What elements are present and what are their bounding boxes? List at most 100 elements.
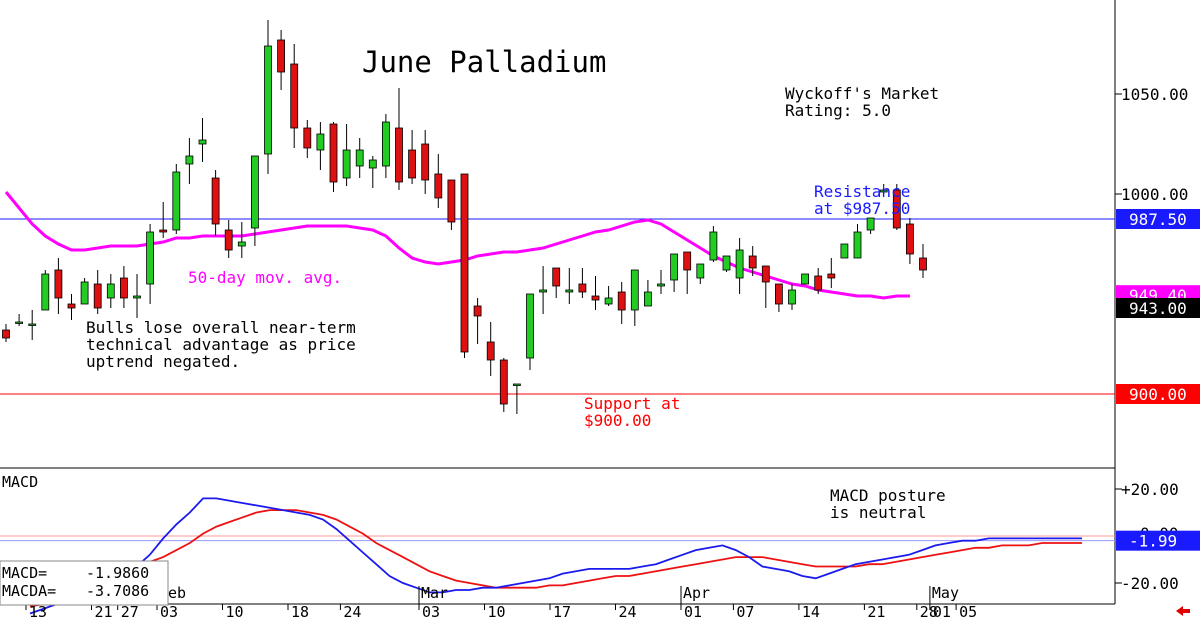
resistance-label-2: at $987.50 xyxy=(814,199,910,218)
candle-body xyxy=(827,273,836,279)
date-tick-label: 03 xyxy=(160,603,178,618)
ma-label: 50-day mov. avg. xyxy=(188,268,342,287)
candle-body xyxy=(28,323,37,326)
candle-body xyxy=(499,359,508,405)
date-tick-label: 10 xyxy=(488,603,506,618)
candle-body xyxy=(735,249,744,279)
chart-title: June Palladium xyxy=(362,45,606,79)
candle-body xyxy=(788,289,796,305)
date-tick-label: 24 xyxy=(619,603,637,618)
candle-body xyxy=(892,189,901,229)
candle-body xyxy=(54,269,63,299)
resistance-badge xyxy=(1116,209,1200,229)
candle-body xyxy=(539,289,547,293)
macd-signal-line xyxy=(29,509,1082,608)
candle-body xyxy=(146,231,155,285)
candle-body xyxy=(15,321,24,324)
candle-body xyxy=(526,293,534,359)
candle-body xyxy=(290,63,299,129)
bulls-note-1: Bulls lose overall near-term xyxy=(86,318,356,337)
month-tick-label: May xyxy=(932,584,959,602)
candle-body xyxy=(565,289,574,293)
candle-body xyxy=(617,291,626,311)
candle-body xyxy=(408,149,417,179)
month-tick-label: Apr xyxy=(683,584,710,602)
bulls-note-2: technical advantage as price xyxy=(86,335,356,354)
candle-body xyxy=(329,123,338,183)
date-tick-label: 24 xyxy=(343,603,361,618)
candle-body xyxy=(578,283,587,293)
candle-body xyxy=(395,127,403,183)
candle-body xyxy=(316,133,325,151)
candle-body xyxy=(447,179,456,223)
candle-body xyxy=(41,273,50,311)
candle-body xyxy=(133,295,141,299)
resistance-label-1: Resistance xyxy=(814,182,910,201)
support-badge-label: 900.00 xyxy=(1129,385,1187,404)
macd-line xyxy=(29,497,1082,615)
candle-body xyxy=(159,229,168,233)
candle-body xyxy=(434,173,443,199)
scroll-left-arrow-icon[interactable] xyxy=(1176,606,1190,616)
date-tick-label: 01 xyxy=(933,603,951,618)
date-tick-label: 21 xyxy=(95,603,113,618)
macda-readout-label: MACDA= xyxy=(2,582,56,600)
candle-body xyxy=(93,283,102,309)
candle-body xyxy=(696,263,705,279)
candle-body xyxy=(552,267,561,287)
macd-posture-1: MACD posture xyxy=(830,486,946,505)
bulls-note-3: uptrend negated. xyxy=(86,352,240,371)
candle-body xyxy=(473,305,482,317)
date-tick-label: 27 xyxy=(121,603,139,618)
last-price-badge-label: 943.00 xyxy=(1129,299,1187,318)
candle-body xyxy=(355,149,364,167)
macda-readout-value: -3.7086 xyxy=(86,582,149,600)
moving-average-line xyxy=(4,191,910,300)
macd-readout-box xyxy=(0,560,169,606)
candle-body xyxy=(604,297,613,305)
support-badge xyxy=(1116,384,1200,404)
candle-body xyxy=(866,217,875,231)
candle-body xyxy=(421,143,430,181)
candle-body xyxy=(814,275,823,291)
candle-body xyxy=(486,341,495,361)
macd-tick-label: +20.00 xyxy=(1121,480,1179,499)
candle-body xyxy=(460,173,469,353)
date-tick-label: 28 xyxy=(920,603,938,618)
date-tick-label: 07 xyxy=(736,603,754,618)
candle-body xyxy=(106,283,115,299)
last-price-badge xyxy=(1116,298,1200,318)
candle-body xyxy=(761,265,770,283)
rating-line-2: Rating: 5.0 xyxy=(785,101,891,120)
candle-body xyxy=(2,329,10,339)
rating-line-1: Wyckoff's Market xyxy=(785,84,939,103)
candle-body xyxy=(853,231,862,259)
candle-body xyxy=(775,283,783,305)
candle-body xyxy=(919,257,927,271)
candle-body xyxy=(198,139,207,145)
candle-body xyxy=(250,155,259,229)
candle-body xyxy=(381,121,390,167)
candle-body xyxy=(513,383,521,386)
month-tick-label: Mar xyxy=(421,584,448,602)
macd-readout-value: -1.9860 xyxy=(86,564,149,582)
macd-current-label: -1.99 xyxy=(1129,532,1177,551)
candle-body xyxy=(879,189,888,193)
resistance-badge-label: 987.50 xyxy=(1129,210,1187,229)
candle-body xyxy=(683,251,692,271)
candle-body xyxy=(264,45,272,155)
support-label-1: Support at xyxy=(584,394,680,413)
candle-body xyxy=(591,295,600,301)
candle-body xyxy=(277,39,286,73)
price-tick-label: 1050.00 xyxy=(1121,85,1188,104)
candle-body xyxy=(80,281,89,305)
candle-body xyxy=(906,223,914,255)
candle-body xyxy=(211,177,220,225)
date-tick-label: 03 xyxy=(422,603,440,618)
candle-body xyxy=(840,243,849,259)
candle-body xyxy=(368,159,377,169)
date-tick-label: 01 xyxy=(684,603,702,618)
support-label-2: $900.00 xyxy=(584,411,651,430)
candle-body xyxy=(172,171,181,231)
